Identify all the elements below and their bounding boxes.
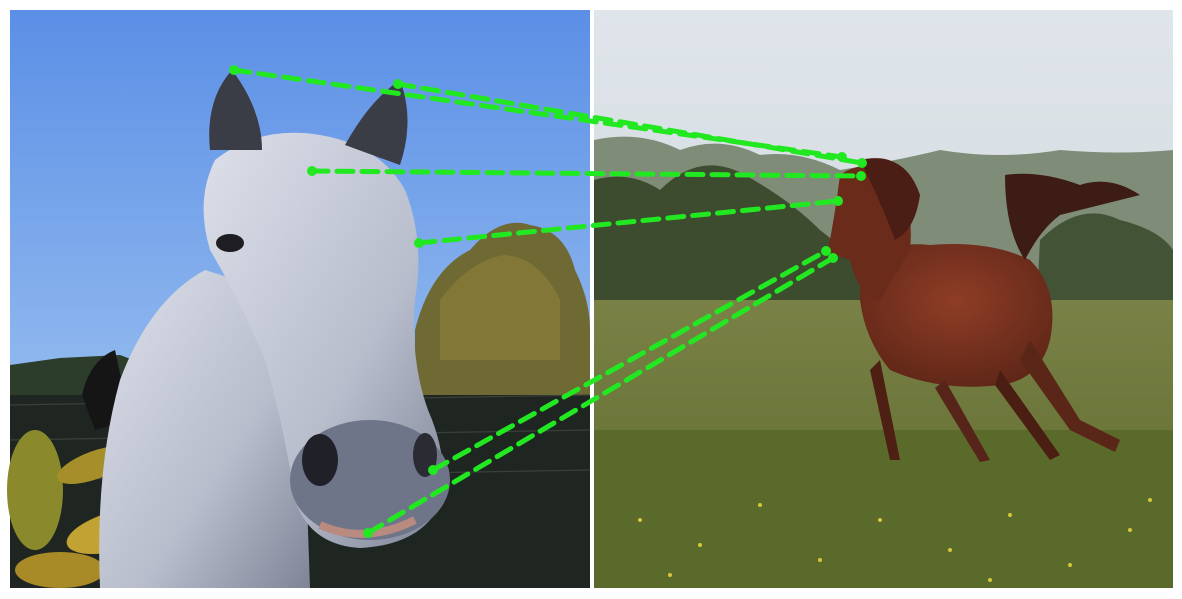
keypoint-forehead-a [307,166,317,176]
brown-horse-body [860,244,1053,387]
keypoint-left-ear-tip-b [837,152,847,162]
keypoint-nostril-b [821,246,831,256]
keypoint-muzzle-b [828,253,838,263]
keypoint-muzzle-a [363,528,373,538]
white-horse-left-ear [209,70,262,150]
left-tree-highlight [440,255,560,360]
white-horse-nostril-left [302,434,338,486]
white-horse [99,70,450,588]
match-lines [231,67,865,536]
match-line-right-ear-tip [395,81,865,166]
keypoint-forehead-b [856,171,866,181]
brown-horse-hind-leg-1 [1020,340,1120,452]
keypoint-right-ear-tip-a [393,79,403,89]
brown-horse-tail [1005,173,1140,260]
white-horse-right-ear [345,80,408,165]
brown-horse [828,158,1140,462]
keypoint-nostril-a [428,465,438,475]
keypoint-left-ear-tip-a [229,65,239,75]
match-line-nostril [430,248,829,473]
keypoint-eye-b [833,196,843,206]
right-photo [594,10,1173,588]
brown-horse-front-leg-2 [935,380,990,462]
brown-horse-mane [860,158,920,240]
image-divider [590,10,594,588]
match-points [229,65,867,538]
keypoint-right-ear-tip-b [857,158,867,168]
keypoint-eye-a [414,238,424,248]
white-horse-eye [216,234,244,252]
right-foreground-grass [594,430,1173,588]
match-line-forehead [309,168,864,179]
match-line-muzzle [365,255,836,536]
match-line-eye [416,198,841,246]
left-photo [7,10,591,588]
white-horse-neck [99,270,311,588]
brown-horse-hind-leg-2 [995,370,1060,460]
brown-horse-front-leg-1 [870,360,900,460]
wildflowers [638,498,1152,582]
right-near-trees [594,165,870,320]
